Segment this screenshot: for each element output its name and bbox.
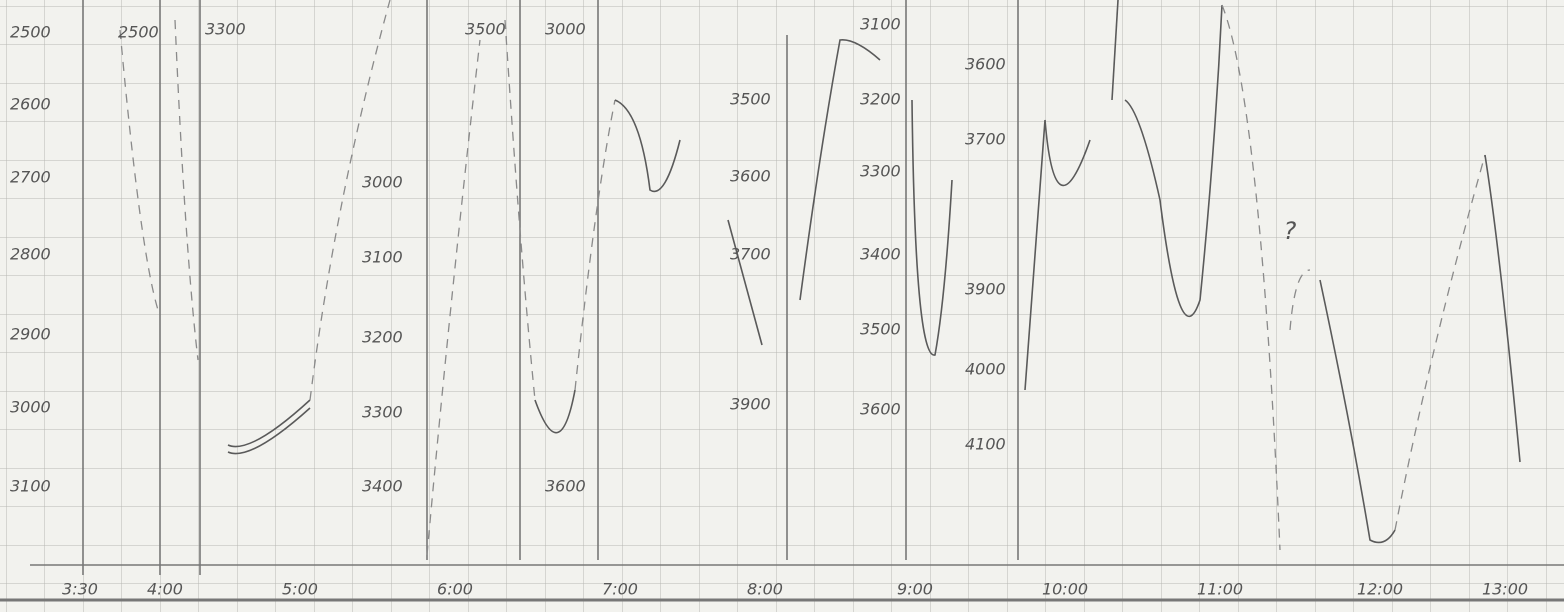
handwritten-label: 3900	[730, 395, 771, 414]
curves	[119, 0, 1521, 556]
handwritten-label: 3200	[362, 328, 403, 347]
handwritten-label: 3700	[965, 130, 1006, 149]
curve	[309, 0, 391, 401]
handwritten-label: 3000	[362, 173, 403, 192]
curve	[1484, 154, 1521, 463]
handwritten-label: 3600	[545, 477, 586, 496]
handwritten-label: 5:00	[282, 580, 318, 599]
handwritten-label: 9:00	[897, 580, 933, 599]
handwritten-label: 3000	[10, 398, 51, 417]
axes	[30, 0, 1564, 575]
handwritten-label: 2900	[10, 325, 51, 344]
handwritten-label: 3400	[860, 245, 901, 264]
labels: 2500 2600 2700 2800 2900 3000 3100 2500 3300 3000…	[10, 15, 1528, 599]
handwritten-label: 3100	[362, 248, 403, 267]
handwritten-label: 3900	[965, 280, 1006, 299]
curve	[227, 399, 311, 448]
curve	[426, 39, 481, 556]
handwritten-label: 8:00	[747, 580, 783, 599]
curve	[227, 407, 311, 455]
handwritten-label: 3100	[10, 477, 51, 496]
handwritten-label: 12:00	[1357, 580, 1403, 599]
handwritten-label: 7:00	[602, 580, 638, 599]
curve	[1221, 4, 1281, 551]
curve	[119, 29, 159, 311]
handwritten-label: 2500	[10, 23, 51, 42]
handwritten-label: 3700	[730, 245, 771, 264]
curve	[799, 39, 881, 301]
handwritten-label: 3:30	[62, 580, 98, 599]
curve	[1024, 119, 1091, 391]
curve	[911, 99, 953, 356]
handwritten-label: 6:00	[437, 580, 473, 599]
handwritten-label: 3300	[362, 403, 403, 422]
handwritten-label: 4:00	[147, 580, 183, 599]
curve	[614, 99, 681, 193]
handwritten-label: 10:00	[1042, 580, 1088, 599]
curve	[574, 99, 616, 391]
handwritten-label: 3500	[860, 320, 901, 339]
handwritten-label: 3400	[362, 477, 403, 496]
handwritten-label: 2700	[10, 168, 51, 187]
curve	[727, 219, 763, 346]
handwritten-label: 3500	[465, 20, 506, 39]
handwritten-label: 3000	[545, 20, 586, 39]
curve	[1111, 0, 1119, 101]
handwritten-label: 3500	[730, 90, 771, 109]
handwritten-label: 13:00	[1482, 580, 1528, 599]
handwritten-label: 3100	[860, 15, 901, 34]
handwritten-label: 2600	[10, 95, 51, 114]
handwritten-label: 2500	[118, 23, 159, 42]
handwritten-label: ?	[1284, 217, 1297, 245]
handwritten-label: 3300	[860, 162, 901, 181]
handwritten-label: 4000	[965, 360, 1006, 379]
handwritten-label: 3600	[965, 55, 1006, 74]
handwritten-label: 3200	[860, 90, 901, 109]
handwritten-label: 3300	[205, 20, 246, 39]
curve	[1319, 279, 1396, 544]
handwritten-label: 3600	[730, 167, 771, 186]
curve	[1124, 4, 1223, 318]
handwritten-label: 11:00	[1197, 580, 1243, 599]
handwritten-label: 4100	[965, 435, 1006, 454]
curve	[174, 19, 199, 361]
handwritten-label: 2800	[10, 245, 51, 264]
curve	[534, 389, 576, 434]
handwritten-label: 3600	[860, 400, 901, 419]
curve	[504, 19, 536, 401]
curve	[1394, 154, 1486, 531]
